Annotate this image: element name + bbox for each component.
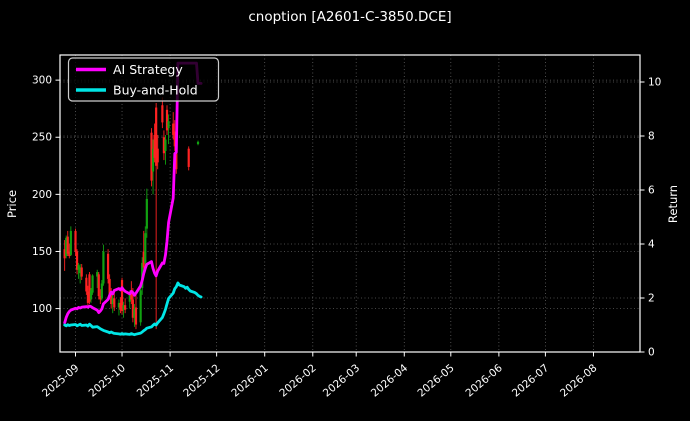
candle-down	[161, 105, 164, 123]
candle-down	[187, 148, 190, 167]
candle-up	[128, 292, 131, 302]
candle-down	[153, 134, 156, 158]
candle-down	[80, 267, 83, 277]
candle-up	[164, 139, 167, 151]
candle-up	[117, 302, 121, 308]
price-tick-label: 150	[32, 246, 52, 258]
candle-down	[66, 236, 69, 254]
candle-down	[120, 280, 124, 311]
candle-down	[106, 253, 110, 279]
price-tick-label: 200	[32, 189, 52, 201]
candle-down	[150, 132, 153, 181]
return-axis-label: Return	[666, 185, 680, 223]
candle-down	[134, 307, 138, 325]
candle-up	[77, 265, 80, 270]
candle-down	[130, 291, 133, 300]
return-tick-label: 2	[648, 293, 655, 305]
candle-up	[196, 141, 200, 145]
candlestick-series	[63, 97, 200, 330]
candle-down	[75, 251, 79, 270]
candle-down	[85, 277, 88, 292]
candle-down	[165, 109, 169, 131]
price-tick-label: 100	[32, 303, 52, 315]
candle-down	[88, 274, 91, 302]
candle-up	[91, 275, 94, 293]
candle-up	[79, 267, 82, 274]
price-tick-label: 250	[32, 132, 52, 144]
candle-down	[68, 251, 71, 257]
candle-down	[86, 291, 90, 303]
candle-down	[74, 230, 77, 252]
candle-up	[144, 233, 147, 263]
candle-down	[173, 131, 176, 147]
candle-down	[131, 299, 134, 318]
price-axis-label: Price	[5, 190, 19, 218]
price-tick-label: 300	[32, 75, 52, 87]
candle-down	[97, 274, 100, 297]
legend-label-ai-strategy: AI Strategy	[113, 62, 183, 77]
legend: AI Strategy Buy-and-Hold	[67, 57, 220, 102]
return-tick-label: 8	[648, 131, 655, 143]
candle-down	[156, 148, 159, 163]
candle-up	[145, 198, 148, 229]
candle-down	[124, 305, 127, 310]
candle-down	[108, 278, 111, 295]
candle-down	[113, 298, 116, 308]
candle-up	[102, 251, 105, 284]
candle-up	[139, 290, 142, 323]
candle-down	[175, 153, 178, 170]
candle-up	[122, 305, 125, 310]
candle-down	[162, 137, 166, 154]
candle-down	[110, 293, 113, 305]
candle-up	[69, 230, 72, 255]
candle-down	[119, 302, 122, 310]
candle-up	[167, 121, 170, 129]
chart-title: cnoption [A2601-C-3850.DCE]	[248, 9, 451, 25]
candle-up	[100, 283, 103, 299]
candle-up	[96, 272, 99, 277]
buy-and-hold-line	[63, 281, 203, 337]
return-tick-label: 6	[648, 185, 655, 197]
gridlines	[60, 55, 640, 352]
candle-down	[63, 249, 66, 259]
candle-down	[155, 107, 158, 166]
plot-border	[59, 54, 641, 353]
legend-label-buy-and-hold: Buy-and-Hold	[113, 83, 198, 98]
candle-down	[172, 123, 175, 135]
candle-down	[99, 296, 102, 300]
candle-up	[65, 237, 68, 257]
candle-down	[142, 251, 145, 268]
candle-up	[133, 308, 136, 318]
return-tick-label: 10	[648, 77, 661, 89]
candle-up	[89, 290, 93, 300]
candle-up	[151, 148, 155, 172]
return-tick-label: 4	[648, 239, 655, 251]
return-tick-label: 0	[648, 347, 655, 359]
candle-up	[111, 298, 114, 305]
